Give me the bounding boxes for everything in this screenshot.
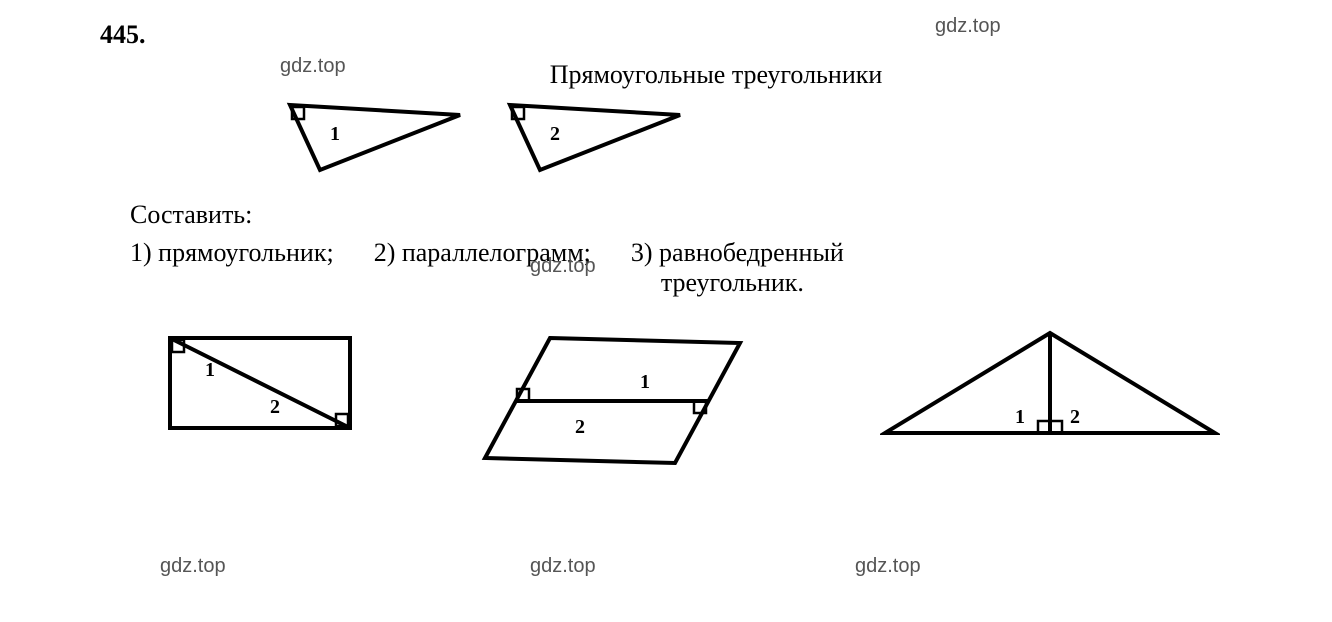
figures-row: 1 2 1 2 1 2 [160,328,1232,478]
isosceles-figure: 1 2 [880,328,1220,443]
triangle-1: 1 [290,105,460,170]
task-3: 3) равнобедренный треугольник. [631,238,844,298]
header-section: Прямоугольные треугольники [200,60,1232,90]
rect-label-2: 2 [270,396,280,418]
triangle-1-label: 1 [330,123,340,145]
watermark-6: gdz.top [855,555,921,578]
task-3-line2: треугольник. [661,268,844,298]
para-label-2: 2 [575,416,585,438]
para-label-1: 1 [640,371,650,393]
watermark-2: gdz.top [280,55,346,78]
task-3-line1: 3) равнобедренный [631,238,844,268]
iso-label-1: 1 [1015,406,1025,428]
given-triangles: 1 2 [280,100,1232,180]
header-title: Прямоугольные треугольники [200,60,1232,90]
watermark-3: gdz.top [530,255,596,278]
given-triangles-svg: 1 2 [280,100,700,180]
iso-label-2: 2 [1070,406,1080,428]
triangle-2-label: 2 [550,123,560,145]
parallelogram-figure: 1 2 [480,328,760,478]
watermark-1: gdz.top [935,15,1001,38]
watermark-4: gdz.top [160,555,226,578]
watermark-5: gdz.top [530,555,596,578]
triangle-2: 2 [510,105,680,170]
task-1: 1) прямоугольник; [130,238,334,298]
rect-label-1: 1 [205,359,215,381]
rectangle-figure: 1 2 [160,328,360,438]
problem-number: 445. [100,20,1232,50]
tasks-row: 1) прямоугольник; 2) параллелограмм; 3) … [130,238,1232,298]
make-label: Составить: [130,200,1232,230]
